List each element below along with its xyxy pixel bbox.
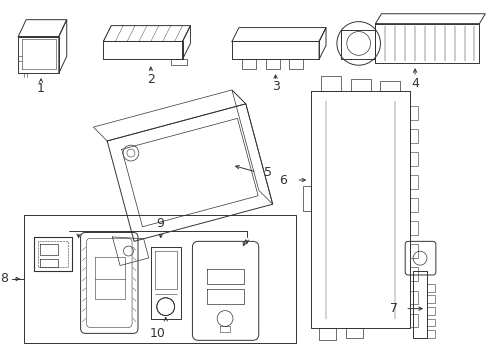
Text: 2: 2 — [147, 73, 155, 86]
Text: 8: 8 — [0, 273, 8, 285]
Text: 5: 5 — [264, 166, 271, 179]
Text: 6: 6 — [280, 174, 288, 186]
Text: 9: 9 — [156, 217, 164, 230]
Text: 1: 1 — [37, 82, 45, 95]
Text: 10: 10 — [150, 327, 166, 340]
Text: 4: 4 — [411, 77, 419, 90]
Text: 3: 3 — [271, 81, 279, 94]
Text: 7: 7 — [390, 302, 398, 315]
